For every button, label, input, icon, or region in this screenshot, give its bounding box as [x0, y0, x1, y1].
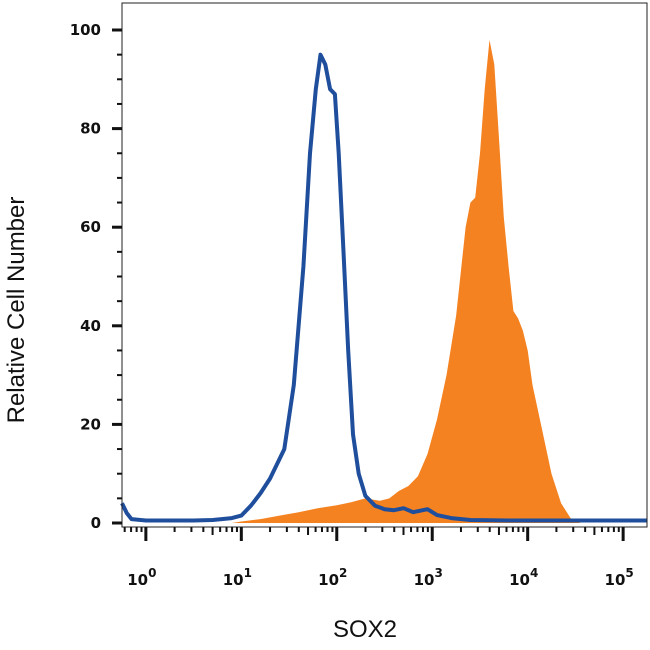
- x-tick-label: 100: [127, 566, 156, 589]
- series-filled-histogram: [231, 39, 581, 524]
- plot-area: [120, 39, 647, 524]
- series-line-histogram: [120, 52, 647, 523]
- x-tick-label: 101: [223, 566, 252, 589]
- x-tick-label: 105: [605, 566, 634, 589]
- x-tick-exponent: 0: [148, 566, 156, 580]
- x-tick-label: 104: [509, 566, 538, 589]
- y-axis-title: Relative Cell Number: [3, 197, 30, 424]
- y-tick-label: 100: [70, 21, 101, 39]
- y-tick-label: 80: [80, 120, 101, 138]
- x-tick-label: 102: [318, 566, 347, 589]
- plot-frame: [121, 2, 648, 528]
- x-tick-exponent: 1: [244, 566, 252, 580]
- x-axis-title: SOX2: [333, 616, 397, 643]
- y-tick-label: 0: [91, 514, 101, 532]
- y-tick-label: 20: [80, 415, 101, 433]
- x-tick-exponent: 4: [530, 566, 538, 580]
- y-tick-label: 60: [80, 218, 101, 236]
- x-tick-exponent: 5: [625, 566, 633, 580]
- y-tick-label: 40: [80, 317, 101, 335]
- x-tick-label: 103: [414, 566, 443, 589]
- x-tick-exponent: 3: [434, 566, 442, 580]
- axis-labels: SOX2 Relative Cell Number: [3, 197, 397, 643]
- x-tick-exponent: 2: [339, 566, 347, 580]
